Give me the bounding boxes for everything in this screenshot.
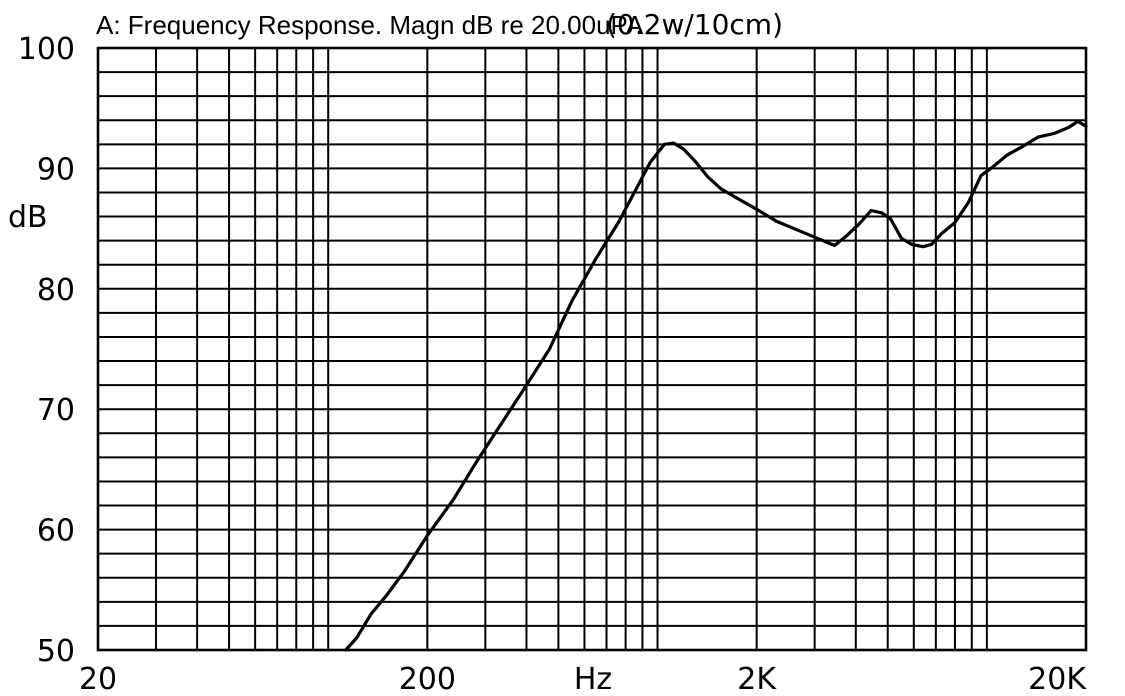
y-tick-label: 60 (37, 514, 75, 549)
y-tick-label: 100 (18, 32, 75, 67)
grid-lines (98, 48, 1086, 650)
y-tick-labels: 50 60 70 80 90 100 (18, 32, 75, 669)
x-tick-label: 20K (1028, 662, 1087, 696)
response-curve (344, 119, 1088, 652)
plot-frame (96, 46, 1088, 652)
x-tick-label: 2K (737, 662, 777, 696)
x-tick-label: 20 (79, 662, 117, 696)
y-axis-label: dB (8, 200, 48, 235)
x-axis-label: Hz (574, 662, 612, 696)
y-tick-label: 50 (37, 634, 75, 669)
x-tick-labels: 20 200 2K 20K (79, 662, 1087, 696)
chart-subtitle: (0.2w/10cm) (606, 8, 783, 41)
y-tick-label: 70 (37, 393, 75, 428)
y-tick-label: 90 (37, 152, 75, 187)
y-tick-label: 80 (37, 273, 75, 308)
chart-title: A: Frequency Response. Magn dB re 20.00u… (96, 10, 644, 40)
x-tick-label: 200 (399, 662, 456, 696)
